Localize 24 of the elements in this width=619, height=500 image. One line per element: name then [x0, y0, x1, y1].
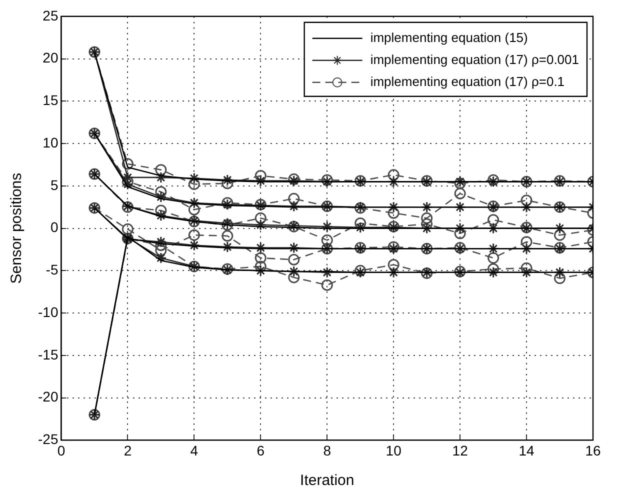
x-axis-title: Iteration	[300, 472, 354, 490]
y-tick-label: 0	[50, 219, 58, 236]
x-tick-label: 14	[518, 442, 535, 458]
legend-label: implementing equation (15)	[370, 30, 528, 45]
y-tick-label: 10	[42, 134, 58, 150]
x-tick-label: 16	[585, 442, 601, 458]
y-tick-label: -20	[38, 388, 58, 405]
x-tick-label: 8	[323, 442, 332, 458]
y-tick-label: -15	[38, 346, 58, 362]
y-tick-label: 5	[50, 176, 58, 193]
y-tick-label: -10	[38, 304, 58, 320]
x-tick-label: 6	[256, 442, 265, 458]
x-tick-label: 12	[452, 442, 468, 458]
y-tick-label: 20	[42, 50, 58, 66]
y-tick-label: -25	[38, 431, 58, 448]
x-tick-label: 2	[124, 442, 132, 458]
y-tick-label: -5	[46, 262, 58, 278]
x-tick-label: 4	[190, 442, 198, 458]
y-tick-label: 15	[42, 92, 58, 108]
legend-label: implementing equation (17) ρ=0.001	[370, 52, 580, 67]
x-tick-label: 10	[386, 442, 402, 458]
y-axis-title: Sensor positions	[8, 172, 26, 284]
y-tick-label: 25	[42, 7, 58, 24]
legend-label: implementing equation (17) ρ=0.1	[370, 74, 565, 89]
